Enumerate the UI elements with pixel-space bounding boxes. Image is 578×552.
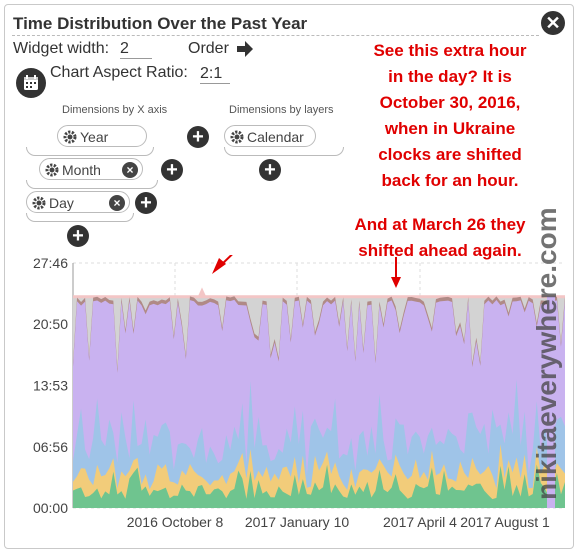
dimension-label: Year xyxy=(80,129,109,145)
add-dimension-plus-icon[interactable]: + xyxy=(161,159,183,181)
annotation-arrow xyxy=(219,255,233,267)
arrow-head-icon xyxy=(212,258,226,274)
watermark-text: nikitaeverywhere.com xyxy=(531,207,562,500)
annotation-line: shifted ahead again. xyxy=(358,241,522,260)
order-label[interactable]: Order xyxy=(188,40,229,57)
remove-x-icon[interactable]: × xyxy=(122,162,138,178)
gear-icon[interactable] xyxy=(45,163,59,177)
time-distribution-chart: 27:46 20:50 13:53 06:56 00:00 2016 October 8 2… xyxy=(33,255,565,530)
annotation-line: back for an hour. xyxy=(381,171,519,190)
layer-dimensions-title: Dimensions by layers xyxy=(229,104,334,116)
annotation-line: when in Ukraine xyxy=(384,119,516,138)
arrow-right-icon[interactable] xyxy=(236,40,254,58)
add-dimension-plus-icon[interactable]: + xyxy=(67,225,89,247)
x-tick-label: 2016 October 8 xyxy=(127,514,224,530)
x-axis-dimensions-title: Dimensions by X axis xyxy=(62,104,168,116)
add-dimension-plus-icon[interactable]: + xyxy=(135,192,157,214)
layer-pill-calendar[interactable]: Calendar xyxy=(224,125,316,147)
dimension-pill-day[interactable]: Day × xyxy=(26,191,130,213)
dimension-label: Month xyxy=(62,162,101,178)
add-layer-plus-icon[interactable]: + xyxy=(259,159,281,181)
x-tick-label: 2017 April 4 xyxy=(383,514,457,530)
gear-icon[interactable] xyxy=(32,196,46,210)
widget-width-label: Widget width: xyxy=(13,40,110,57)
aspect-ratio-input[interactable]: 2:1 xyxy=(200,65,230,84)
annotation-march-shift: And at March 26 they shifted ahead again. xyxy=(330,212,550,264)
x-tick-label: 2017 August 1 xyxy=(460,514,550,530)
widget-width-input[interactable]: 2 xyxy=(120,40,152,59)
dimension-label: Day xyxy=(49,195,74,211)
aspect-ratio-label: Chart Aspect Ratio: xyxy=(50,64,188,81)
annotation-extra-hour: See this extra hour in the day? It is Octo… xyxy=(330,38,570,194)
dimension-tray xyxy=(26,180,158,189)
annotation-line: clocks are shifted xyxy=(378,145,522,164)
widget-title: Time Distribution Over the Past Year xyxy=(13,14,308,33)
series-area-green xyxy=(73,464,565,508)
watermark: nikitaeverywhere.com xyxy=(531,207,562,500)
remove-x-icon[interactable]: × xyxy=(109,195,125,211)
calendar-icon[interactable] xyxy=(16,68,46,98)
dimension-pill-month[interactable]: Month × xyxy=(39,158,143,180)
series-area-edge xyxy=(547,296,555,508)
title-divider xyxy=(12,35,539,36)
dimension-tray xyxy=(26,213,134,222)
arrow-head-icon xyxy=(391,277,401,288)
y-tick-label: 00:00 xyxy=(33,500,68,516)
layer-tray xyxy=(224,147,344,156)
day-total-line xyxy=(73,295,565,299)
gear-icon[interactable] xyxy=(63,130,77,144)
y-tick-label: 06:56 xyxy=(33,439,68,455)
dimension-tray xyxy=(26,147,154,156)
layer-label: Calendar xyxy=(247,129,304,145)
dimension-pill-year[interactable]: Year xyxy=(57,125,147,147)
y-tick-label: 13:53 xyxy=(33,378,68,394)
annotation-line: in the day? It is xyxy=(388,67,512,86)
x-tick-label: 2017 January 10 xyxy=(245,514,350,530)
add-dimension-plus-icon[interactable]: + xyxy=(187,126,209,148)
y-tick-label: 27:46 xyxy=(33,255,68,271)
gear-icon[interactable] xyxy=(230,130,244,144)
annotation-line: See this extra hour xyxy=(373,41,527,60)
annotation-line: And at March 26 they xyxy=(354,215,526,234)
spike-extra-hour xyxy=(198,287,206,297)
close-icon[interactable]: ✕ xyxy=(541,11,565,35)
annotation-line: October 30, 2016, xyxy=(379,93,521,112)
y-tick-label: 20:50 xyxy=(33,316,68,332)
